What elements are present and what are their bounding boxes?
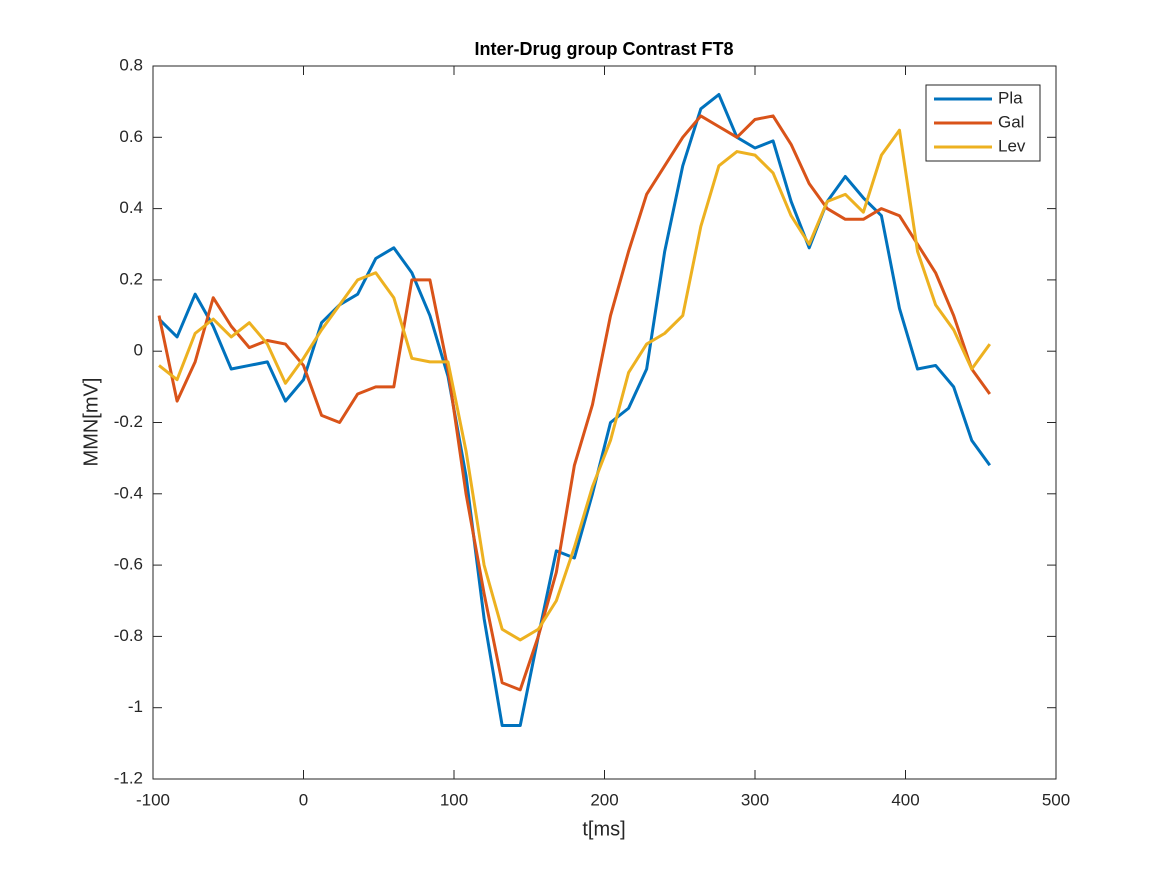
line-series bbox=[158, 128, 991, 642]
y-tick-label: -1 bbox=[128, 697, 143, 716]
y-tick-label: 0.2 bbox=[119, 269, 143, 288]
y-axis-label: MMN[mV] bbox=[80, 378, 102, 467]
x-tick-label: -100 bbox=[136, 790, 170, 809]
y-tick-label: 0.8 bbox=[119, 55, 143, 74]
legend-label: Pla bbox=[998, 88, 1023, 107]
chart-title: Inter-Drug group Contrast FT8 bbox=[475, 39, 734, 59]
x-tick-label: 300 bbox=[741, 790, 769, 809]
x-tick-label: 200 bbox=[590, 790, 618, 809]
legend-label: Lev bbox=[998, 136, 1026, 155]
y-tick-label: -0.2 bbox=[114, 412, 143, 431]
line-series bbox=[157, 114, 991, 692]
x-tick-label: 500 bbox=[1042, 790, 1070, 809]
y-tick-label: -1.2 bbox=[114, 768, 143, 787]
y-tick-label: -0.6 bbox=[114, 555, 143, 574]
y-tick-label: -0.8 bbox=[114, 626, 143, 645]
x-axis-label: t[ms] bbox=[582, 818, 625, 840]
y-tick-label: 0.6 bbox=[119, 127, 143, 146]
x-tick-label: 0 bbox=[299, 790, 308, 809]
y-tick-label: 0.4 bbox=[119, 198, 143, 217]
y-tick-label: -0.4 bbox=[114, 483, 143, 502]
line-series bbox=[157, 93, 991, 728]
x-tick-label: 100 bbox=[440, 790, 468, 809]
x-tick-label: 400 bbox=[891, 790, 919, 809]
legend-label: Gal bbox=[998, 112, 1024, 131]
plot-area bbox=[152, 65, 1057, 780]
y-tick-label: 0 bbox=[134, 341, 143, 360]
